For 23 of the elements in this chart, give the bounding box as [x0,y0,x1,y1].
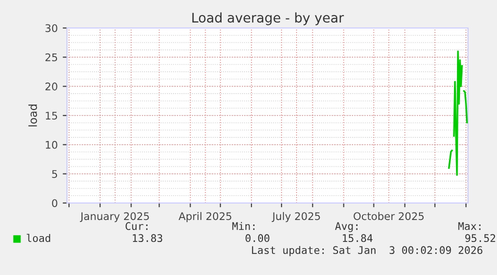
y-tick-label: 20 [45,82,58,90]
x-tick-label: July 2025 [272,212,320,222]
text: 15.84 [342,234,373,242]
text: 13.83 [132,234,162,242]
text: Last update: Sat Jan 3 00:02:09 2026 [252,246,482,256]
text: 95.52 [465,234,496,242]
y-tick-label: 0 [52,199,58,208]
y-tick-label: 5 [52,170,58,178]
y-tick-label: 15 [46,112,58,120]
text: Cur: [126,222,148,230]
text: 0.00 [246,234,270,242]
text: Max: [458,222,480,230]
x-tick-label: October 2025 [354,212,424,220]
y-tick-label: 25 [45,53,58,62]
y-tick-label: 10 [46,140,58,149]
legend-label: load [26,234,50,242]
y-tick-label: 30 [46,24,58,32]
text: Min: [232,222,254,230]
text: Avg: [335,222,358,232]
x-tick-label: January 2025 [80,212,149,222]
x-tick-label: April 2025 [178,212,232,222]
chart-title: Load average - by year [192,12,344,26]
y-axis-title: load [28,104,38,126]
